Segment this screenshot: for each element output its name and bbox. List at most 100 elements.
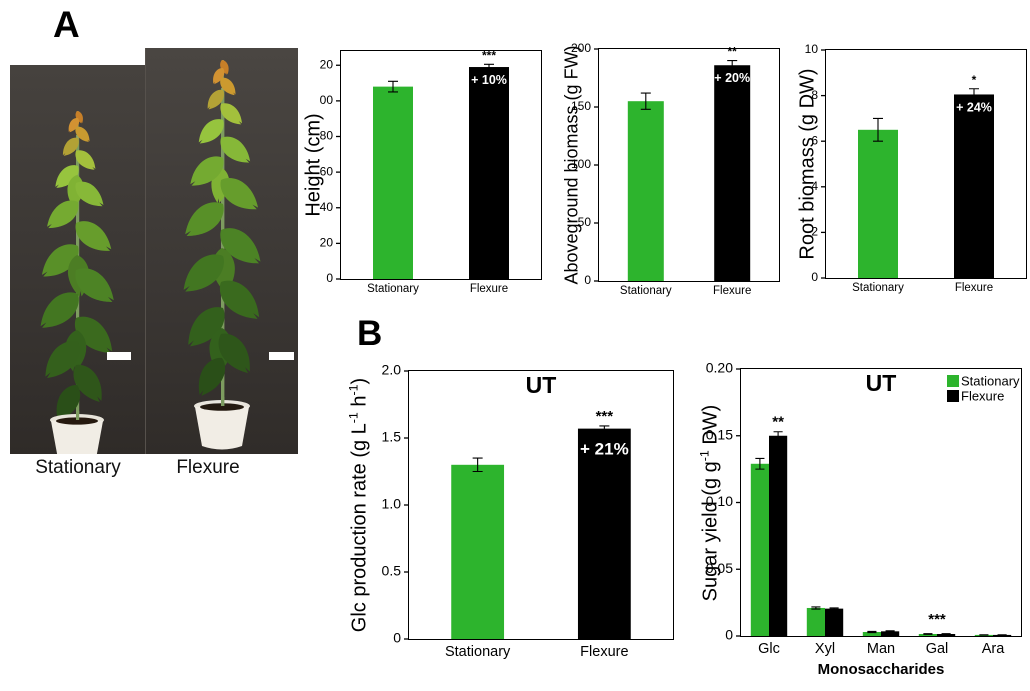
legend-swatch-Stationary	[947, 375, 959, 387]
x-tick-label: Glc	[758, 641, 780, 657]
y-axis-label: Sugar yield (g g-1 DW)	[697, 404, 722, 601]
error-bar	[873, 117, 883, 142]
y-tick-label: 20	[320, 236, 334, 250]
chart-sugar-yield: 0 0.05 0.10 0.15 0.20 ** *** Glc Xyl Man Gal Ara UT M…	[698, 360, 1022, 678]
bar-Glc-Flexure	[769, 435, 788, 636]
y-tick-label: 80	[320, 129, 334, 143]
error-bar	[969, 88, 979, 101]
x-tick-label: Gal	[926, 641, 949, 657]
legend-label: Flexure	[961, 389, 1004, 404]
significance-marker: ***	[482, 48, 496, 62]
chart-height: 0 20 40 60 80 00 20 *** + 10% Stationary Flexure He…	[303, 48, 542, 295]
bar-Flexure	[469, 67, 509, 279]
scale-bar	[107, 352, 131, 360]
error-bar	[472, 457, 483, 473]
y-tick-label: 0.20	[706, 360, 733, 376]
scale-bar	[269, 352, 294, 360]
error-bar	[811, 606, 821, 610]
plant-illustration-flexure	[175, 58, 294, 450]
bar-Stationary	[627, 101, 664, 281]
plant-illustration-stationary	[33, 109, 131, 454]
error-bar	[727, 60, 738, 71]
x-tick-label: Ara	[982, 641, 1006, 657]
x-tick-label: Stationary	[852, 282, 904, 294]
error-bar	[599, 425, 610, 432]
pot-soil	[56, 417, 98, 425]
y-tick-label: 2.0	[382, 362, 402, 378]
x-tick-label: Stationary	[367, 283, 419, 295]
x-tick-label: Stationary	[445, 644, 511, 660]
x-tick-label: Flexure	[713, 285, 751, 297]
y-tick-label: 20	[320, 57, 334, 71]
percent-change-label: + 24%	[956, 100, 992, 114]
bar-Man-Stationary	[862, 631, 881, 636]
error-bar	[484, 63, 494, 71]
significance-marker: **	[728, 45, 738, 59]
bar-Flexure	[714, 65, 751, 282]
bar-Stationary	[858, 129, 898, 278]
error-bar	[923, 633, 933, 635]
bar-Gal-Stationary	[918, 633, 937, 636]
y-tick-label: 8	[811, 88, 818, 102]
y-tick-label: 0	[811, 270, 818, 284]
chart-root-biomass: 0 2 4 6 8 10 * + 24% Stationary Flexure Root bioma…	[797, 42, 1027, 294]
y-tick-label: 0.05	[706, 560, 733, 576]
photo-flexure	[145, 48, 298, 454]
y-tick-label: 150	[571, 99, 591, 113]
y-tick-label: 200	[571, 41, 591, 55]
significance-marker: ***	[928, 611, 946, 628]
chart-glc-production-rate: 0 0.5 1.0 1.5 2.0 *** + 21% Stationary Flexure UT…	[347, 362, 674, 660]
panel-a-label: A	[53, 4, 80, 45]
y-axis-label: Root biomass (g DW)	[796, 68, 819, 260]
y-tick-label: 10	[805, 42, 819, 56]
percent-change-label: + 20%	[714, 71, 750, 85]
photo-stationary	[10, 65, 145, 454]
error-bar	[941, 633, 951, 635]
chart-aboveground-biomass: 0 50 100 150 200 ** + 20% Stationary Flexure Abov…	[562, 41, 780, 297]
y-tick-label: 0	[326, 271, 333, 285]
error-bar	[773, 431, 783, 441]
x-tick-label: Xyl	[815, 641, 835, 657]
panel-b-label: B	[357, 314, 383, 353]
percent-change-label: + 21%	[580, 440, 629, 459]
significance-marker: *	[972, 73, 977, 87]
error-bar	[829, 607, 839, 610]
y-tick-label: 2	[811, 225, 818, 239]
error-bar	[867, 630, 877, 634]
bar-Glc-Stationary	[750, 463, 769, 636]
pot-body	[195, 407, 249, 450]
y-axis-label: Height (cm)	[302, 113, 325, 217]
y-tick-label: 0	[584, 273, 591, 287]
y-tick-label: 4	[811, 179, 818, 193]
x-tick-label: Flexure	[955, 282, 993, 294]
chart-title: UT	[526, 372, 557, 398]
x-axis-label: Monosaccharides	[818, 661, 945, 678]
percent-change-label: + 10%	[471, 73, 507, 87]
error-bar	[388, 80, 398, 93]
y-axis-label: Glc production rate (g L-1 h-1)	[346, 377, 371, 633]
y-tick-label: 00	[320, 93, 334, 107]
y-tick-label: 0.15	[706, 426, 733, 442]
bar-Xyl-Flexure	[825, 608, 844, 636]
bar-Stationary	[451, 464, 505, 639]
error-bar	[640, 92, 651, 110]
legend-label: Stationary	[961, 374, 1020, 389]
photo-label-stationary: Stationary	[35, 457, 121, 478]
y-tick-label: 40	[320, 200, 334, 214]
bar-Flexure	[577, 428, 631, 639]
y-tick-label: 0	[725, 627, 733, 643]
y-tick-label: 0	[393, 630, 401, 646]
y-tick-label: 6	[811, 133, 818, 147]
y-tick-label: 0.10	[706, 493, 733, 509]
error-bar	[885, 630, 895, 633]
legend-swatch-Flexure	[947, 390, 959, 402]
x-tick-label: Man	[867, 641, 895, 657]
x-tick-label: Stationary	[620, 285, 672, 297]
bar-Flexure	[954, 94, 994, 279]
pot-soil	[200, 403, 244, 411]
bar-Stationary	[373, 86, 413, 279]
significance-marker: **	[772, 414, 784, 431]
y-tick-label: 1.0	[382, 496, 402, 512]
pot-body	[51, 421, 103, 454]
x-tick-label: Flexure	[470, 283, 508, 295]
